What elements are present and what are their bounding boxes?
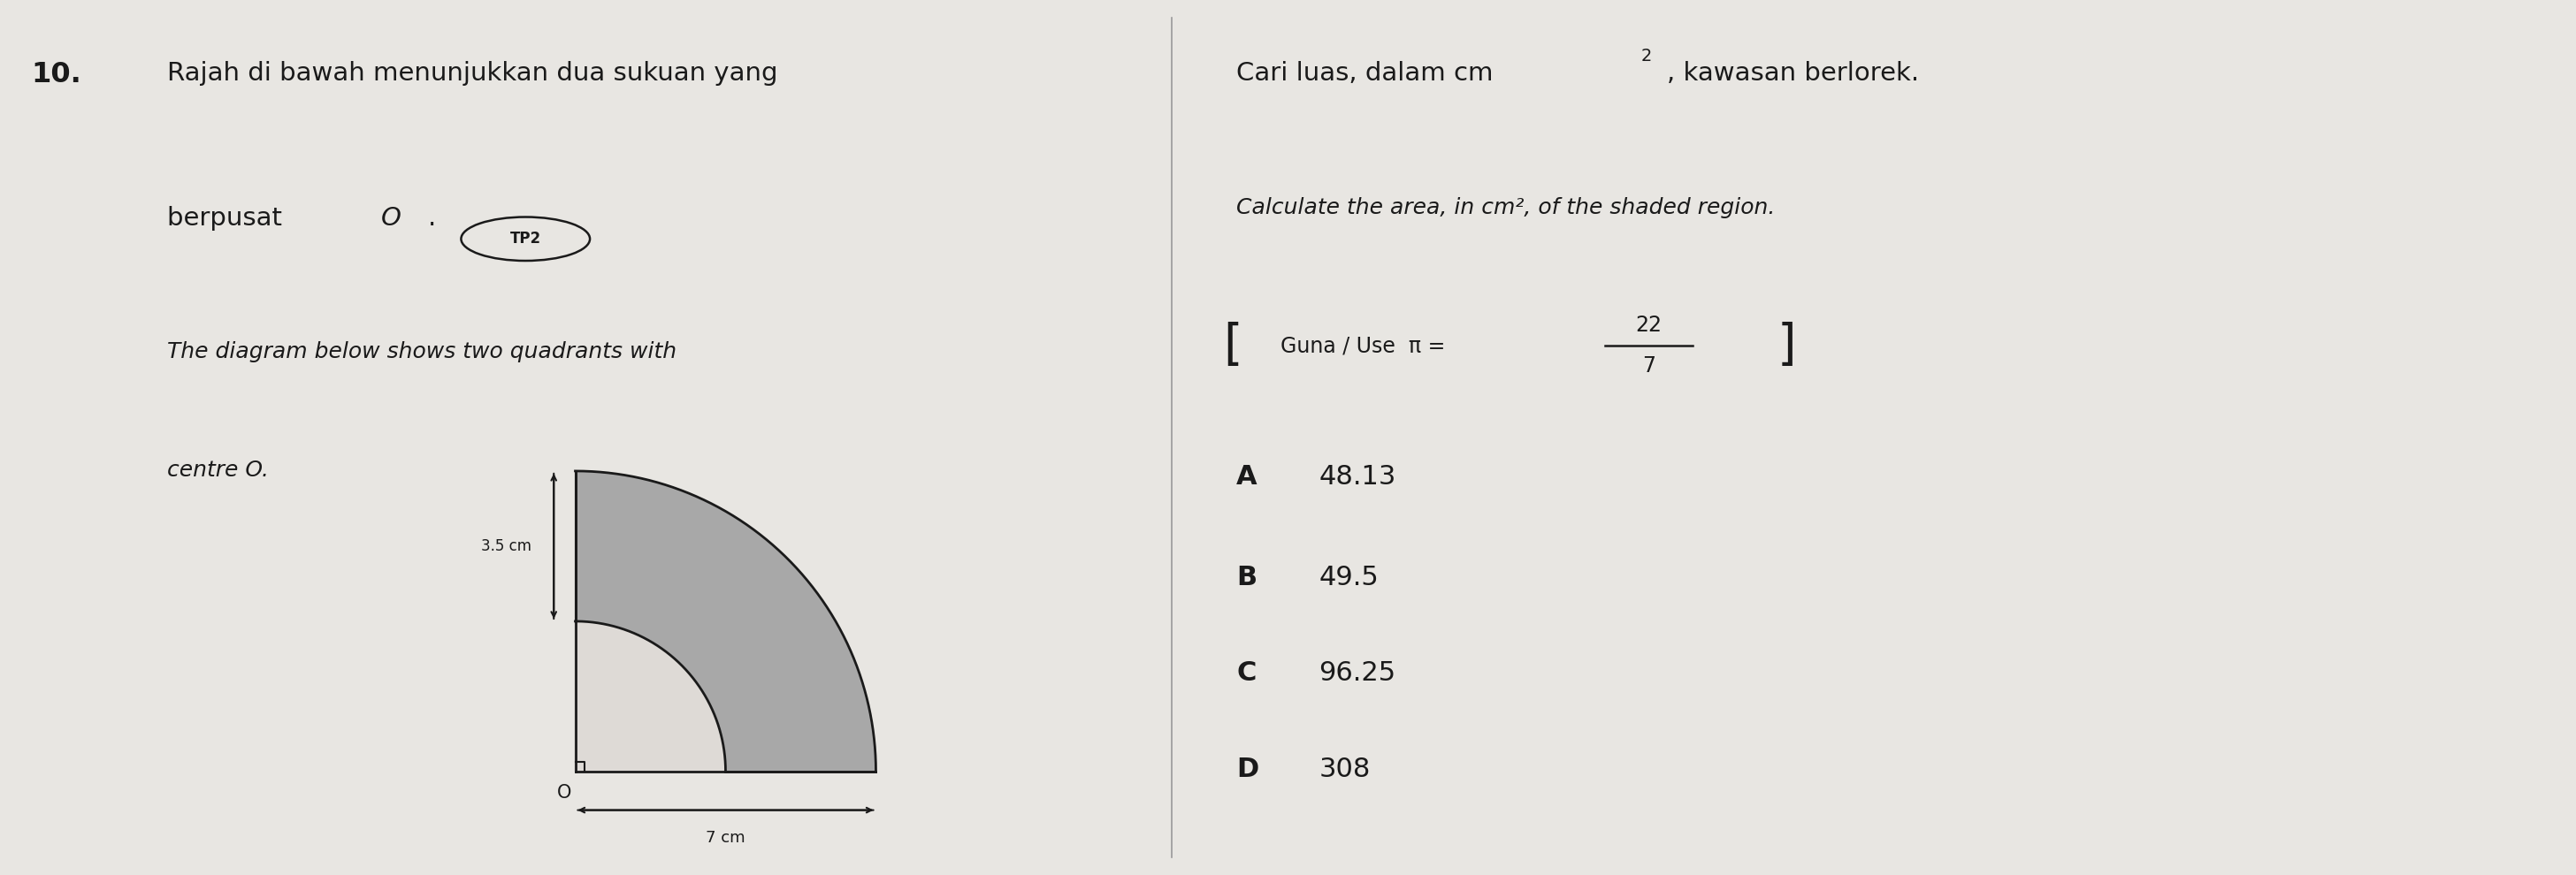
- Polygon shape: [574, 471, 876, 772]
- Text: 49.5: 49.5: [1319, 564, 1378, 590]
- Text: 3.5 cm: 3.5 cm: [482, 538, 531, 554]
- Text: 308: 308: [1319, 757, 1370, 782]
- Text: , kawasan berlorek.: , kawasan berlorek.: [1667, 61, 1919, 86]
- Text: Guna / Use  π =: Guna / Use π =: [1280, 335, 1453, 356]
- Text: C: C: [1236, 661, 1257, 686]
- Text: O: O: [381, 206, 402, 230]
- Text: ]: ]: [1777, 322, 1795, 369]
- Text: B: B: [1236, 564, 1257, 590]
- Text: [: [: [1224, 322, 1242, 369]
- Text: 7: 7: [1641, 355, 1656, 376]
- Text: TP2: TP2: [510, 231, 541, 247]
- Text: O: O: [556, 784, 572, 802]
- Text: Cari luas, dalam cm: Cari luas, dalam cm: [1236, 61, 1494, 86]
- Text: .: .: [428, 206, 435, 230]
- Text: Rajah di bawah menunjukkan dua sukuan yang: Rajah di bawah menunjukkan dua sukuan ya…: [167, 61, 778, 86]
- Text: centre O.: centre O.: [167, 459, 268, 480]
- Text: 48.13: 48.13: [1319, 464, 1396, 489]
- Text: Calculate the area, in cm², of the shaded region.: Calculate the area, in cm², of the shade…: [1236, 197, 1775, 218]
- Text: 22: 22: [1636, 315, 1662, 336]
- Text: 96.25: 96.25: [1319, 661, 1396, 686]
- Text: berpusat: berpusat: [167, 206, 291, 230]
- Text: The diagram below shows two quadrants with: The diagram below shows two quadrants wi…: [167, 341, 677, 362]
- Text: D: D: [1236, 757, 1260, 782]
- Polygon shape: [574, 621, 726, 772]
- Text: A: A: [1236, 464, 1257, 489]
- Text: 7 cm: 7 cm: [706, 830, 744, 846]
- Text: 10.: 10.: [31, 61, 80, 88]
- Text: 2: 2: [1641, 48, 1651, 65]
